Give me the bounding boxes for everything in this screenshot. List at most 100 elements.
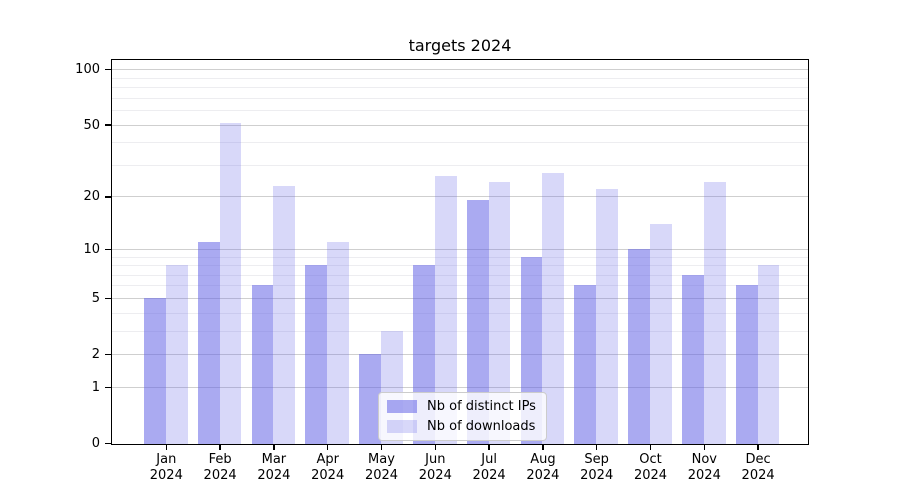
gridline-major (112, 69, 808, 71)
y-tick-label: 0 (91, 436, 100, 451)
x-tick-year: 2024 (149, 468, 183, 483)
bar-dec-ips (735, 285, 758, 444)
x-tick-year: 2024 (203, 468, 237, 483)
x-tick-month: Apr (316, 452, 339, 467)
gridline-minor (112, 164, 808, 166)
bar-apr-downloads (327, 241, 349, 444)
chart-title: targets 2024 (408, 36, 512, 55)
x-tick-label-dec: Dec 2024 (726, 452, 790, 484)
bar-oct-ips (628, 248, 650, 444)
x-tick-mark (757, 445, 759, 450)
y-tick-label: 100 (75, 62, 100, 78)
legend-swatch-downloads (387, 420, 417, 433)
bar-oct-downloads (650, 223, 672, 444)
bar-nov-ips (682, 274, 704, 444)
bar-sep-ips (574, 285, 597, 444)
plot-area (111, 59, 809, 445)
y-tick-mark (105, 248, 111, 250)
gridline-minor (112, 110, 808, 111)
x-tick-mark (327, 445, 329, 450)
bar-sep-downloads (596, 189, 618, 444)
x-tick-year: 2024 (526, 468, 560, 483)
x-tick-month: Aug (530, 452, 556, 467)
gridline-major (112, 386, 808, 388)
y-tick-label: 50 (83, 117, 100, 133)
x-tick-month: Jun (425, 452, 446, 467)
x-tick-label-nov: Nov 2024 (672, 452, 736, 484)
bar-apr-ips (305, 265, 328, 444)
x-tick-year: 2024 (687, 468, 721, 483)
gridline-major (112, 248, 808, 250)
bar-mar-downloads (273, 185, 296, 444)
x-tick-mark (165, 445, 167, 450)
x-tick-month: Nov (691, 452, 717, 467)
x-tick-mark (434, 445, 436, 450)
legend-label-downloads: Nb of downloads (427, 419, 536, 434)
x-tick-year: 2024 (472, 468, 506, 483)
x-tick-mark (542, 445, 544, 450)
x-tick-label-mar: Mar 2024 (242, 452, 306, 484)
bar-jun-downloads (434, 176, 457, 444)
x-tick-label-feb: Feb 2024 (188, 452, 252, 484)
gridline-major (112, 196, 808, 198)
x-tick-mark (219, 445, 221, 450)
x-tick-mark (596, 445, 598, 450)
x-tick-mark (380, 445, 383, 450)
bar-jan-ips (144, 297, 166, 444)
bar-feb-ips (197, 241, 220, 444)
x-tick-year: 2024 (364, 468, 399, 483)
x-tick-label-apr: Apr 2024 (296, 452, 360, 484)
gridline-minor (112, 256, 808, 258)
gridline-major (112, 124, 808, 126)
x-tick-month: Jan (156, 452, 177, 467)
legend-label-distinct-ips: Nb of distinct IPs (427, 399, 536, 414)
x-tick-mark (273, 445, 275, 450)
legend: Nb of distinct IPs Nb of downloads (378, 392, 547, 441)
gridline-minor (112, 274, 808, 276)
y-tick-mark (105, 124, 111, 126)
gridline-minor (112, 97, 808, 99)
x-tick-year: 2024 (257, 468, 291, 483)
y-tick-label: 1 (91, 379, 100, 395)
gridline-minor (112, 77, 808, 79)
gridline-minor (112, 87, 808, 88)
gridline-major (112, 354, 808, 355)
gridline-minor (112, 312, 808, 314)
x-tick-label-aug: Aug 2024 (511, 452, 575, 484)
x-tick-label-jul: Jul 2024 (457, 452, 521, 484)
bar-mar-ips (251, 285, 274, 444)
x-tick-year: 2024 (741, 468, 775, 483)
x-tick-month: Dec (745, 452, 771, 467)
x-tick-mark (488, 445, 490, 450)
gridline-minor (112, 265, 808, 266)
y-tick-label: 5 (91, 290, 100, 306)
x-tick-month: Mar (261, 452, 287, 467)
x-tick-year: 2024 (311, 468, 345, 483)
y-tick-mark (105, 442, 111, 445)
gridline-minor (112, 285, 808, 287)
x-tick-label-jan: Jan 2024 (134, 452, 198, 484)
x-tick-year: 2024 (580, 468, 614, 483)
x-tick-month: Feb (208, 452, 232, 467)
x-tick-label-jun: Jun 2024 (403, 452, 467, 484)
gridline-major (112, 297, 808, 299)
bar-jul-downloads (488, 182, 511, 444)
bar-dec-downloads (757, 265, 780, 444)
x-tick-month: Oct (639, 452, 662, 467)
bar-jul-ips (466, 200, 489, 444)
y-tick-label: 20 (83, 189, 100, 205)
y-tick-label: 2 (91, 347, 100, 362)
x-tick-mark (703, 445, 705, 450)
x-tick-year: 2024 (633, 468, 668, 483)
bar-may-ips (359, 354, 381, 444)
y-tick-label: 10 (83, 241, 100, 257)
bar-aug-downloads (542, 173, 565, 444)
bar-feb-downloads (219, 122, 242, 444)
legend-entry-downloads: Nb of downloads (387, 419, 536, 434)
y-tick-mark (105, 386, 111, 389)
x-tick-label-oct: Oct 2024 (619, 452, 683, 484)
x-tick-month: Jul (481, 452, 497, 467)
bar-nov-downloads (703, 182, 726, 444)
y-tick-mark (105, 69, 111, 71)
y-tick-mark (105, 196, 111, 198)
